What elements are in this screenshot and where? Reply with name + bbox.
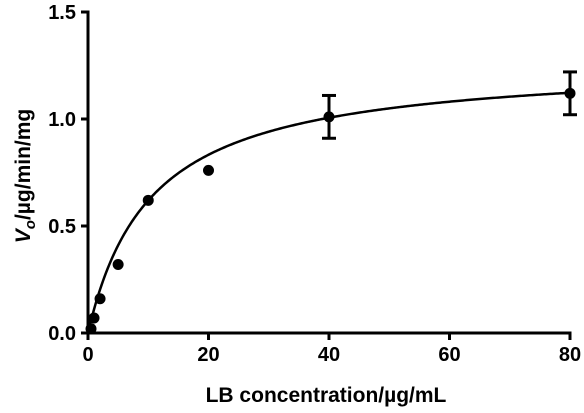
data-point <box>88 312 100 324</box>
data-point <box>94 293 106 305</box>
y-axis-title-units: /µg/min/mg <box>12 109 35 220</box>
data-point <box>323 111 335 123</box>
x-axis-title: LB concentration/µg/mL <box>206 384 447 407</box>
y-tick-label: 0.0 <box>48 323 76 345</box>
x-ticks: 0 20 40 60 80 <box>82 333 581 366</box>
data-point <box>203 164 214 176</box>
x-tick-label: 80 <box>559 344 581 366</box>
data-point <box>112 259 124 271</box>
x-tick-label: 20 <box>197 344 219 366</box>
x-tick-label: 40 <box>318 344 340 366</box>
y-tick-label: 1.5 <box>48 2 76 24</box>
y-axis-title: Vo/µg/min/mg <box>12 109 39 243</box>
y-tick-label: 0.5 <box>48 216 76 238</box>
x-tick-label: 60 <box>438 344 460 366</box>
y-ticks: 0.0 0.5 1.0 1.5 <box>48 2 88 345</box>
x-tick-label: 0 <box>82 344 93 366</box>
y-axis-title-subscript: o <box>22 220 39 229</box>
y-axis-title-variable: V <box>12 227 35 243</box>
axes <box>86 10 572 335</box>
data-point <box>85 323 97 335</box>
data-points <box>85 87 576 335</box>
data-point <box>564 87 576 99</box>
y-tick-label: 1.0 <box>48 109 76 131</box>
error-bars <box>322 70 577 140</box>
data-point <box>142 194 154 206</box>
